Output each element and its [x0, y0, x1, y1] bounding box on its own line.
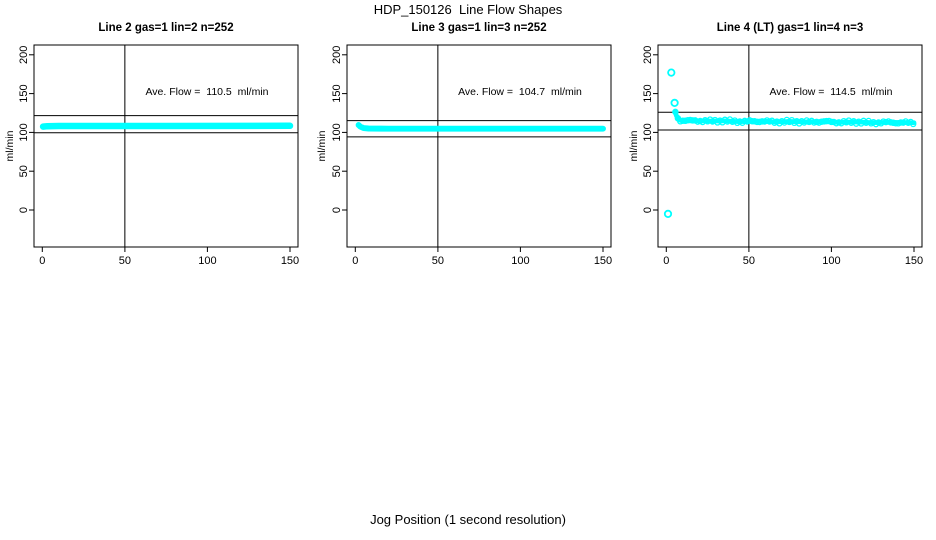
y-tick-label: 0	[331, 207, 343, 213]
y-tick-label: 100	[18, 123, 30, 141]
x-tick-label: 0	[352, 255, 358, 267]
y-tick-label: 200	[18, 46, 30, 64]
x-tick-label: 100	[511, 255, 529, 267]
panel-title-line2: Line 2 gas=1 lin=2 n=252	[98, 22, 234, 34]
y-axis-label-line3: ml/min	[316, 130, 328, 162]
x-axis-label: Jog Position (1 second resolution)	[370, 512, 566, 527]
panel-title-line4: Line 4 (LT) gas=1 lin=4 n=3	[716, 22, 864, 34]
y-tick-label: 50	[18, 165, 30, 177]
plot-box	[346, 44, 612, 248]
y-tick-label: 0	[642, 207, 654, 213]
x-tick-label: 150	[905, 255, 923, 267]
ave-flow-annotation-line2: Ave. Flow = 110.5 ml/min	[145, 86, 269, 98]
y-tick-label: 50	[331, 165, 343, 177]
flow-point	[672, 108, 679, 116]
x-tick-label: 50	[119, 255, 131, 267]
x-tick-label: 50	[743, 255, 755, 267]
y-tick-label: 150	[18, 84, 30, 102]
flow-band	[39, 122, 294, 130]
plot-box	[33, 44, 299, 248]
x-tick-label: 100	[198, 255, 216, 267]
ave-flow-annotation-line3: Ave. Flow = 104.7 ml/min	[458, 86, 582, 98]
y-tick-label: 150	[642, 84, 654, 102]
y-tick-label: 50	[642, 165, 654, 177]
x-tick-label: 150	[281, 255, 299, 267]
x-tick-label: 0	[39, 255, 45, 267]
y-axis-label-line4: ml/min	[628, 130, 640, 162]
outlier-point	[670, 98, 679, 108]
outlier-point	[667, 68, 676, 77]
y-axis-label-line2: ml/min	[4, 130, 16, 162]
y-tick-label: 100	[642, 123, 654, 141]
x-tick-label: 0	[663, 255, 669, 267]
plot-box	[657, 44, 923, 248]
x-tick-label: 50	[432, 255, 444, 267]
y-tick-label: 100	[331, 123, 343, 141]
panel-title-line3: Line 3 gas=1 lin=3 n=252	[411, 22, 547, 34]
figure-title: HDP_150126 Line Flow Shapes	[373, 2, 563, 17]
flow-band	[673, 109, 917, 126]
flow-point	[909, 120, 917, 128]
outlier-point	[663, 209, 673, 218]
y-tick-label: 200	[331, 46, 343, 64]
x-tick-label: 150	[594, 255, 612, 267]
flow-band	[355, 122, 606, 132]
y-tick-label: 200	[642, 46, 654, 64]
y-tick-label: 0	[18, 207, 30, 213]
ave-flow-annotation-line4: Ave. Flow = 114.5 ml/min	[769, 86, 893, 98]
y-tick-label: 150	[331, 84, 343, 102]
x-tick-label: 100	[822, 255, 840, 267]
